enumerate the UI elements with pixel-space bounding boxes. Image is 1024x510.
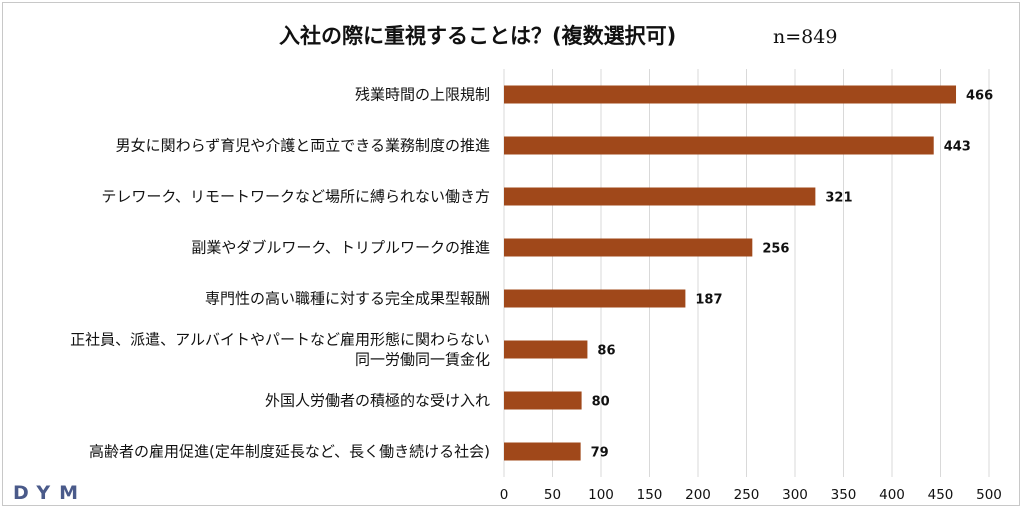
x-tick-label: 400 (879, 487, 905, 503)
x-tick-label: 200 (685, 487, 711, 503)
category-labels: 残業時間の上限規制男女に関わらず育児や介護と両立できる業務制度の推進テレワーク、… (70, 86, 490, 461)
x-tick-label: 500 (976, 487, 1002, 503)
x-tick-label: 450 (928, 487, 954, 503)
gridlines (503, 69, 990, 477)
x-tick-label: 300 (782, 487, 808, 503)
bar-4 (504, 289, 686, 308)
bars (504, 85, 957, 461)
category-label: 同一労働同一賃金化 (355, 351, 490, 369)
value-label: 466 (966, 89, 993, 104)
category-label: 高齢者の雇用促進(定年制度延長など、長く働き続ける社会) (89, 443, 490, 461)
bar-3 (504, 238, 753, 257)
value-label: 86 (597, 344, 615, 359)
dym-logo: DYM (13, 482, 87, 504)
bar-2 (504, 187, 816, 206)
value-label: 79 (591, 446, 609, 461)
x-tick-label: 0 (500, 487, 509, 503)
x-tick-label: 150 (637, 487, 663, 503)
value-label: 443 (944, 140, 971, 155)
bar-1 (504, 136, 934, 155)
category-label: 外国人労働者の積極的な受け入れ (265, 392, 490, 410)
x-axis-ticks: 0 50 100 150 200 250 300 350 400 450 500 (500, 487, 1002, 503)
bar-0 (504, 85, 957, 104)
x-tick-label: 50 (544, 487, 561, 503)
category-label: 正社員、派遣、アルバイトやパートなど雇用形態に関わらない (70, 331, 490, 349)
bar-6 (504, 391, 582, 410)
value-label: 256 (762, 242, 789, 257)
bar-5 (504, 340, 588, 359)
sample-size-note: n=849 (773, 26, 837, 48)
category-label: 残業時間の上限規制 (355, 86, 490, 104)
category-label: 男女に関わらず育児や介護と両立できる業務制度の推進 (116, 137, 490, 155)
value-label: 187 (695, 293, 722, 308)
chart-title: 入社の際に重視することは？(複数選択可) (279, 24, 676, 48)
bar-chart: 入社の際に重視することは？(複数選択可) n=849 残業時間の上限規制男女に関… (13, 24, 1002, 504)
bar-7 (504, 442, 581, 461)
x-tick-label: 350 (831, 487, 857, 503)
x-tick-label: 100 (588, 487, 614, 503)
category-label: 専門性の高い職種に対する完全成果型報酬 (205, 290, 490, 308)
x-tick-label: 250 (734, 487, 760, 503)
value-label: 321 (825, 191, 852, 206)
value-label: 80 (592, 395, 610, 410)
category-label: テレワーク、リモートワークなど場所に縛られない働き方 (101, 188, 490, 206)
value-labels: 466 443 321 256 187 86 80 79 (591, 89, 994, 461)
category-label: 副業やダブルワーク、トリプルワークの推進 (191, 239, 490, 257)
